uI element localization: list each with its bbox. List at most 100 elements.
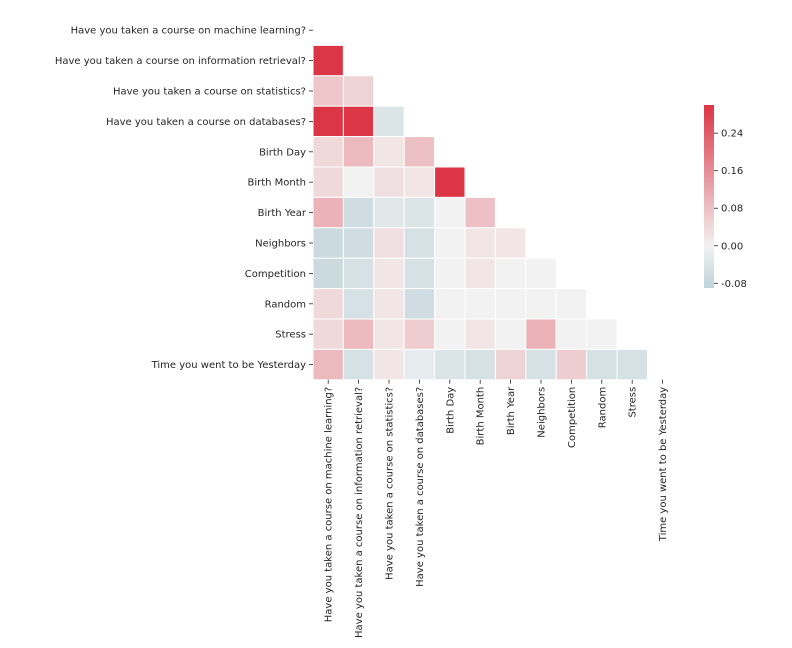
heatmap-cell [312, 257, 344, 290]
heatmap-cell [494, 348, 527, 381]
heatmap-cell [586, 348, 618, 381]
x-tick-label: Birth Year [506, 386, 517, 435]
heatmap-cell [373, 196, 405, 229]
colorbar-gradient [704, 105, 714, 288]
heatmap-cell [312, 227, 344, 259]
heatmap-cell [494, 288, 527, 320]
heatmap-cell [312, 166, 344, 198]
heatmap-cell [434, 318, 466, 350]
heatmap-cell [312, 136, 344, 168]
y-tick-label: Have you taken a course on databases? [106, 117, 306, 128]
heatmap-cell [403, 166, 436, 198]
x-tick-label: Have you taken a course on information r… [354, 387, 365, 638]
x-tick-label: Birth Day [445, 387, 456, 434]
y-tick-label: Neighbors [255, 239, 306, 250]
heatmap-cell [434, 257, 466, 290]
heatmap-cell [373, 318, 405, 350]
heatmap-cell [342, 196, 375, 229]
heatmap-cell [373, 348, 405, 381]
heatmap-cell [342, 288, 375, 320]
heatmap-cell [464, 196, 496, 229]
heatmap-cell [403, 318, 436, 350]
heatmap-cell [403, 257, 436, 290]
x-tick-labels: Have you taken a course on machine learn… [324, 379, 669, 638]
heatmap-cell [403, 136, 436, 168]
heatmap-cell [373, 105, 405, 138]
heatmap-cell [525, 257, 557, 290]
heatmap-cell [342, 105, 375, 138]
heatmap-cell [464, 288, 496, 320]
heatmap-cell [494, 318, 527, 350]
heatmap-cell [525, 348, 557, 381]
heatmap-cell [464, 348, 496, 381]
heatmap-cell [373, 166, 405, 198]
y-tick-label: Have you taken a course on information r… [55, 56, 306, 67]
x-tick-label: Stress [628, 387, 639, 418]
y-tick-label: Stress [275, 330, 306, 341]
colorbar-tick-label: -0.08 [721, 279, 747, 290]
heatmap-cell [312, 318, 344, 350]
heatmap-cell [434, 166, 466, 198]
heatmap-cell [403, 227, 436, 259]
heatmap-cell [312, 44, 344, 77]
heatmap-cell [342, 136, 375, 168]
heatmap-cell [342, 257, 375, 290]
heatmap-cell [403, 196, 436, 229]
heatmap-cell [586, 318, 618, 350]
y-tick-labels: Have you taken a course on machine learn… [55, 26, 313, 371]
heatmap-cell [403, 288, 436, 320]
heatmap-cell [434, 227, 466, 259]
heatmap-cell [464, 318, 496, 350]
heatmap-cell [342, 318, 375, 350]
heatmap-cell [373, 288, 405, 320]
heatmap-cell [434, 196, 466, 229]
heatmap-cell [464, 227, 496, 259]
heatmap-cells [312, 44, 648, 381]
heatmap-cell [373, 136, 405, 168]
x-tick-label: Time you went to be Yesterday [658, 387, 669, 542]
y-tick-label: Time you went to be Yesterday [151, 360, 306, 371]
heatmap-cell [525, 288, 557, 320]
heatmap-cell [312, 196, 344, 229]
y-tick-label: Random [265, 299, 306, 310]
heatmap-cell [555, 288, 588, 320]
x-tick-label: Neighbors [537, 387, 548, 438]
heatmap-cell [312, 105, 344, 138]
heatmap-cell [555, 348, 588, 381]
x-tick-label: Have you taken a course on machine learn… [324, 387, 335, 622]
heatmap-cell [312, 288, 344, 320]
heatmap-cell [342, 348, 375, 381]
x-tick-label: Competition [567, 387, 578, 448]
heatmap-cell [555, 318, 588, 350]
heatmap-cell [312, 75, 344, 107]
y-tick-label: Competition [245, 269, 306, 280]
colorbar-tick-label: 0.08 [721, 204, 743, 215]
colorbar: 0.24 0.16 0.08 0.00 -0.08 [704, 105, 747, 290]
heatmap-cell [494, 227, 527, 259]
y-tick-label: Have you taken a course on statistics? [113, 87, 306, 98]
x-tick-label: Have you taken a course on databases? [415, 387, 426, 587]
heatmap-cell [525, 318, 557, 350]
heatmap-cell [373, 227, 405, 259]
colorbar-tick-label: 0.00 [721, 241, 743, 252]
heatmap-cell [464, 257, 496, 290]
heatmap-cell [434, 288, 466, 320]
y-tick-label: Birth Day [259, 147, 306, 158]
x-tick-label: Have you taken a course on statistics? [385, 387, 396, 580]
x-tick-label: Random [597, 387, 608, 428]
x-tick-label: Birth Month [476, 387, 487, 446]
heatmap-cell [342, 227, 375, 259]
y-tick-label: Birth Year [258, 208, 307, 219]
heatmap-cell [342, 166, 375, 198]
heatmap-cell [373, 257, 405, 290]
heatmap-cell [312, 348, 344, 381]
colorbar-tick-label: 0.24 [721, 129, 743, 140]
colorbar-ticks: 0.24 0.16 0.08 0.00 -0.08 [714, 129, 747, 290]
y-tick-label: Birth Month [247, 178, 306, 189]
y-tick-label: Have you taken a course on machine learn… [71, 26, 306, 37]
heatmap-cell [403, 348, 436, 381]
colorbar-tick-label: 0.16 [721, 166, 743, 177]
heatmap-cell [494, 257, 527, 290]
heatmap-cell [342, 75, 375, 107]
